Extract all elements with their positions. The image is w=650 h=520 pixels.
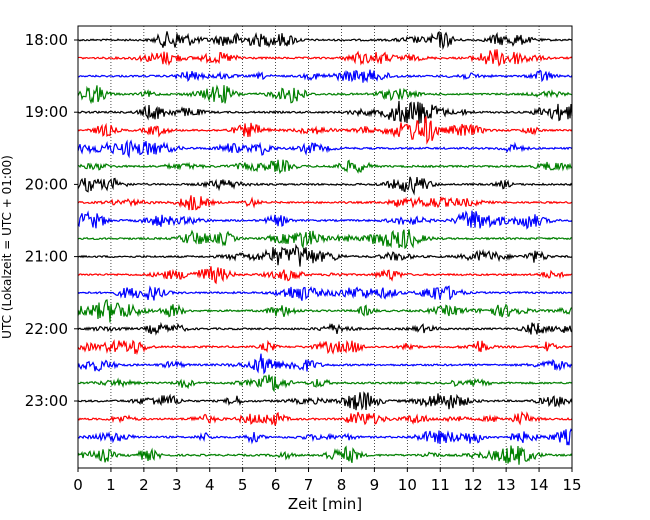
trace-line xyxy=(77,100,573,124)
trace-line xyxy=(77,285,573,301)
trace-line xyxy=(77,139,573,159)
x-tick-label: 1 xyxy=(106,476,116,494)
trace-line xyxy=(77,243,573,267)
trace-line xyxy=(77,229,573,250)
x-tick-label: 5 xyxy=(238,476,248,494)
x-tick-label: 7 xyxy=(304,476,314,494)
trace-line xyxy=(77,116,573,145)
x-tick-label: 10 xyxy=(398,476,417,494)
y-tick-label: 23:00 xyxy=(25,392,68,410)
x-tick-label: 9 xyxy=(370,476,380,494)
trace-line xyxy=(77,299,573,323)
x-tick-label: 11 xyxy=(431,476,450,494)
x-tick-label: 6 xyxy=(271,476,281,494)
trace-line xyxy=(77,49,573,67)
trace-line xyxy=(77,428,573,446)
y-tick-label: 19:00 xyxy=(25,103,68,121)
trace-line xyxy=(77,266,573,285)
trace-line xyxy=(77,391,573,411)
y-axis-ticks: 18:00 19:00 20:00 21:00 22:00 23:00 xyxy=(25,31,78,410)
x-tick-label: 2 xyxy=(139,476,149,494)
y-tick-label: 22:00 xyxy=(25,320,68,338)
x-tick-label: 13 xyxy=(497,476,516,494)
x-tick-label: 12 xyxy=(464,476,483,494)
x-tick-label: 14 xyxy=(530,476,549,494)
trace-line xyxy=(77,195,573,211)
y-tick-label: 20:00 xyxy=(25,175,68,193)
y-tick-label: 18:00 xyxy=(25,31,68,49)
trace-line xyxy=(77,210,573,230)
trace-line xyxy=(77,445,573,465)
trace-line xyxy=(77,159,573,175)
trace-line xyxy=(77,176,573,196)
trace-line xyxy=(77,374,573,393)
trace-line xyxy=(77,321,573,336)
x-tick-label: 4 xyxy=(205,476,215,494)
trace-line xyxy=(77,30,573,51)
y-tick-label: 21:00 xyxy=(25,248,68,266)
x-tick-label: 15 xyxy=(562,476,581,494)
x-axis-ticks: 0 1 2 3 4 5 6 7 8 9 10 11 12 13 14 15 xyxy=(73,468,582,494)
trace-line xyxy=(77,339,573,356)
trace-line xyxy=(77,353,573,375)
plot-frame xyxy=(77,25,573,469)
x-tick-label: 0 xyxy=(73,476,83,494)
y-axis-label: UTC (Lokalzeit = UTC + 01:00) xyxy=(0,155,14,339)
trace-line xyxy=(77,410,573,426)
trace-line xyxy=(77,84,573,105)
seismic-traces xyxy=(77,30,573,465)
trace-line xyxy=(77,69,573,83)
x-tick-label: 8 xyxy=(337,476,347,494)
x-axis-label: Zeit [min] xyxy=(288,495,362,513)
x-tick-label: 3 xyxy=(172,476,182,494)
